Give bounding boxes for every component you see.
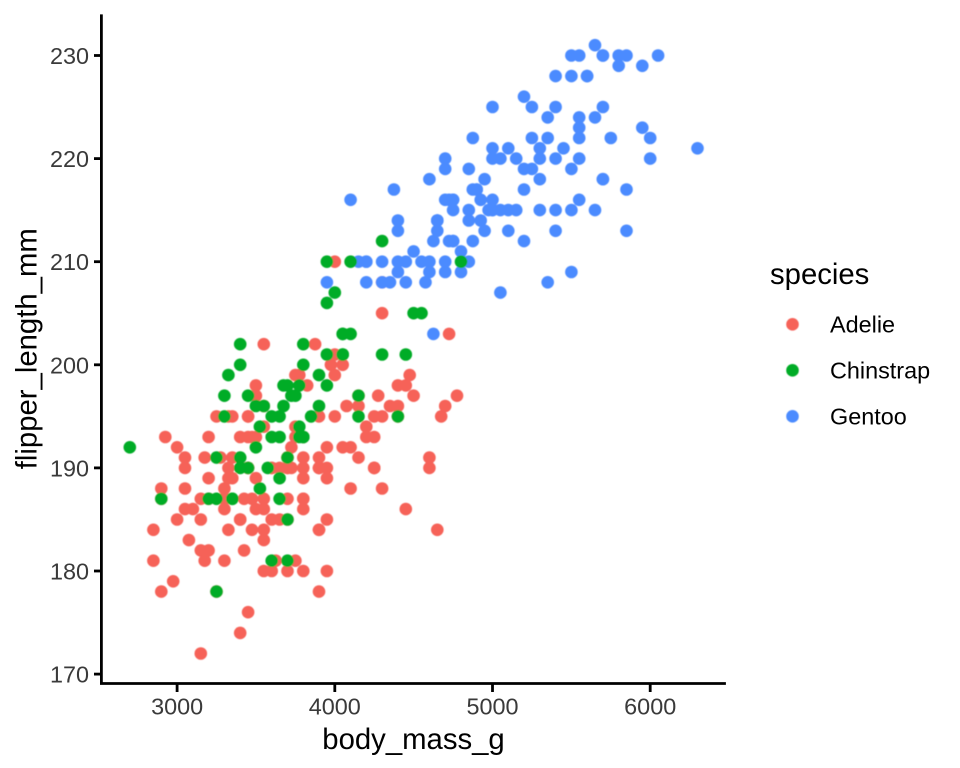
svg-text:220: 220 bbox=[50, 146, 89, 172]
svg-text:Chinstrap: Chinstrap bbox=[830, 358, 930, 384]
svg-text:3000: 3000 bbox=[151, 694, 203, 720]
svg-text:5000: 5000 bbox=[466, 694, 518, 720]
svg-text:200: 200 bbox=[50, 352, 89, 378]
svg-text:230: 230 bbox=[50, 43, 89, 69]
svg-text:species: species bbox=[770, 258, 869, 291]
svg-text:190: 190 bbox=[50, 455, 89, 481]
svg-text:body_mass_g: body_mass_g bbox=[322, 723, 504, 756]
svg-text:Gentoo: Gentoo bbox=[830, 404, 907, 430]
svg-text:4000: 4000 bbox=[309, 694, 361, 720]
svg-text:flipper_length_mm: flipper_length_mm bbox=[11, 228, 44, 469]
svg-text:210: 210 bbox=[50, 249, 89, 275]
svg-text:170: 170 bbox=[50, 662, 89, 688]
svg-text:6000: 6000 bbox=[624, 694, 676, 720]
svg-text:180: 180 bbox=[50, 559, 89, 585]
svg-text:Adelie: Adelie bbox=[830, 312, 895, 338]
